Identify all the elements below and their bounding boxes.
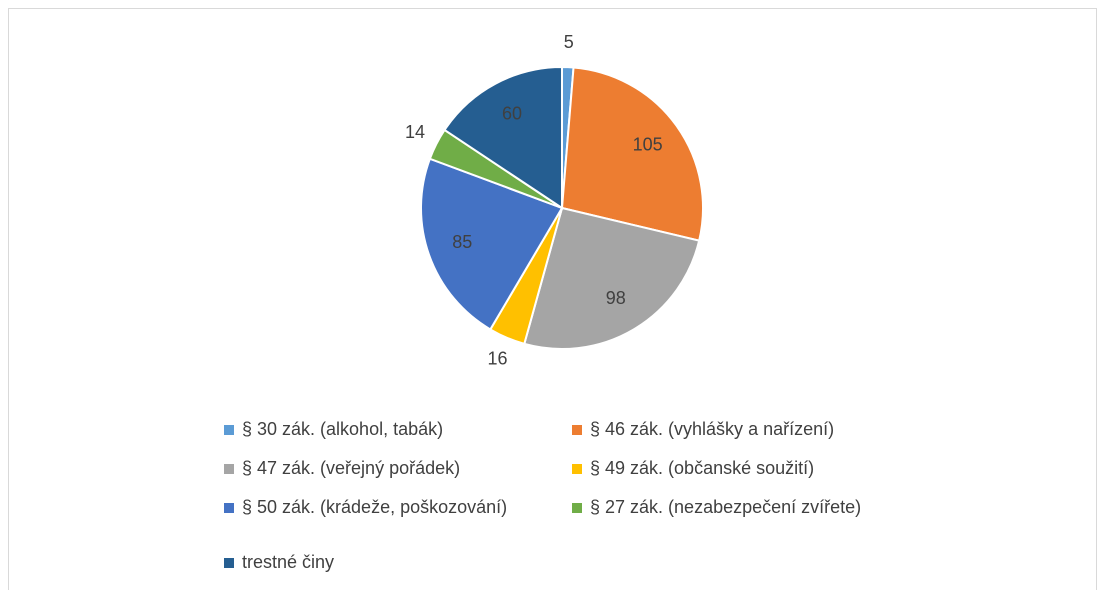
legend-label: trestné činy <box>242 552 334 572</box>
legend-swatch <box>224 464 234 474</box>
legend-label: § 49 zák. (občanské soužití) <box>590 458 814 478</box>
legend-swatch <box>224 558 234 568</box>
legend-label: § 27 zák. (nezabezpečení zvířete) <box>590 497 861 517</box>
data-label: 5 <box>564 32 574 52</box>
data-label: 60 <box>502 104 522 124</box>
legend-label: § 47 zák. (veřejný pořádek) <box>242 458 460 478</box>
data-label: 98 <box>606 288 626 308</box>
data-label: 16 <box>487 349 507 369</box>
legend-swatch <box>572 464 582 474</box>
data-label: 105 <box>633 135 663 155</box>
data-label: 14 <box>405 122 425 142</box>
data-label: 85 <box>452 232 472 252</box>
legend-swatch <box>224 503 234 513</box>
pie-slice <box>420 157 564 331</box>
legend-label: § 50 zák. (krádeže, poškozování) <box>242 497 507 517</box>
legend-swatch <box>572 425 582 435</box>
legend-swatch <box>572 503 582 513</box>
legend-label: § 30 zák. (alkohol, tabák) <box>242 419 443 439</box>
legend-label: § 46 zák. (vyhlášky a nařízení) <box>590 419 834 439</box>
pie-slice <box>523 206 701 350</box>
pie-slice <box>443 65 563 210</box>
pie-slice <box>560 66 704 242</box>
legend-swatch <box>224 425 234 435</box>
